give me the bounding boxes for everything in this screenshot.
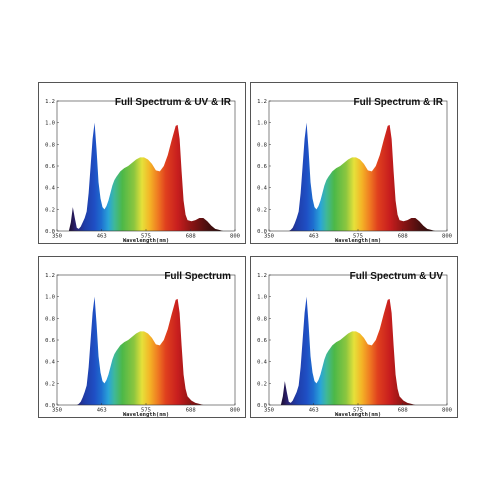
chart-title: Full Spectrum & IR	[354, 97, 444, 108]
spectrum-chart: 0.0 0.2 0.4 0.6 0.8 1.0 1.2 350 463 575 688 800 Wave…	[257, 97, 452, 243]
y-tick-label: 0.8	[45, 142, 55, 148]
x-tick-label: 575	[141, 408, 151, 414]
spectrum-area	[280, 296, 420, 405]
y-tick-label: 0.6	[257, 164, 267, 170]
y-tick-label: 0.0	[257, 229, 267, 235]
y-tick-label: 1.2	[257, 273, 267, 279]
y-tick-label: 0.2	[45, 381, 55, 387]
x-tick-label: 688	[186, 408, 196, 414]
x-axis-label: Wavelength(nm)	[123, 238, 169, 243]
x-tick-label: 800	[230, 408, 240, 414]
chart-title: Full Spectrum & UV	[350, 271, 444, 282]
spectrum-chart: 0.0 0.2 0.4 0.6 0.8 1.0 1.2 350 463 575 688 800 Wave…	[45, 97, 240, 243]
spectrum-area	[68, 122, 228, 231]
x-axis-label: Wavelength(nm)	[123, 412, 169, 417]
chart-title: Full Spectrum	[164, 271, 231, 282]
spectrum-area	[288, 122, 440, 231]
x-tick-label: 463	[97, 408, 107, 414]
spectrum-chart: 0.0 0.2 0.4 0.6 0.8 1.0 1.2 350 463 575 688 800 Wave…	[45, 271, 240, 417]
chart-panel-full-spectrum-uv: 0.0 0.2 0.4 0.6 0.8 1.0 1.2 350 463 575 688 800 Wave…	[250, 256, 458, 418]
y-tick-label: 1.2	[257, 99, 267, 105]
x-tick-label: 800	[230, 234, 240, 240]
y-tick-label: 0.0	[45, 229, 55, 235]
chart-panel-full-spectrum-uv-ir: 0.0 0.2 0.4 0.6 0.8 1.0 1.2 350 463 575 688 800 Wave…	[38, 82, 246, 244]
y-tick-label: 0.2	[257, 381, 267, 387]
x-tick-label: 688	[398, 234, 408, 240]
x-tick-label: 688	[398, 408, 408, 414]
y-tick-label: 0.6	[257, 338, 267, 344]
x-tick-label: 800	[442, 408, 452, 414]
x-tick-label: 350	[264, 234, 274, 240]
y-tick-label: 0.2	[257, 207, 267, 213]
y-tick-label: 1.0	[45, 121, 55, 127]
x-tick-label: 350	[52, 234, 62, 240]
x-tick-label: 463	[309, 408, 319, 414]
y-tick-label: 0.6	[45, 338, 55, 344]
y-tick-label: 0.4	[45, 186, 56, 192]
x-axis-label: Wavelength(nm)	[335, 412, 381, 417]
y-tick-label: 0.6	[45, 164, 55, 170]
y-tick-label: 1.0	[257, 295, 267, 301]
y-tick-label: 0.4	[45, 360, 56, 366]
y-tick-label: 1.2	[45, 273, 55, 279]
x-tick-label: 575	[353, 234, 363, 240]
chart-panel-full-spectrum: 0.0 0.2 0.4 0.6 0.8 1.0 1.2 350 463 575 688 800 Wave…	[38, 256, 246, 418]
chart-title: Full Spectrum & UV & IR	[115, 97, 232, 108]
y-tick-label: 0.4	[257, 360, 268, 366]
x-tick-label: 350	[264, 408, 274, 414]
y-tick-label: 1.0	[45, 295, 55, 301]
x-tick-label: 575	[141, 234, 151, 240]
y-tick-label: 0.4	[257, 186, 268, 192]
y-tick-label: 0.0	[257, 403, 267, 409]
y-tick-label: 0.8	[257, 316, 267, 322]
x-tick-label: 350	[52, 408, 62, 414]
x-tick-label: 463	[97, 234, 107, 240]
y-tick-label: 0.8	[45, 316, 55, 322]
x-tick-label: 800	[442, 234, 452, 240]
x-tick-label: 575	[353, 408, 363, 414]
x-tick-label: 688	[186, 234, 196, 240]
y-tick-label: 0.2	[45, 207, 55, 213]
x-axis-label: Wavelength(nm)	[335, 238, 381, 243]
spectrum-chart: 0.0 0.2 0.4 0.6 0.8 1.0 1.2 350 463 575 688 800 Wave…	[257, 271, 452, 417]
y-tick-label: 1.0	[257, 121, 267, 127]
y-tick-label: 0.0	[45, 403, 55, 409]
x-tick-label: 463	[309, 234, 319, 240]
y-tick-label: 0.8	[257, 142, 267, 148]
y-tick-label: 1.2	[45, 99, 55, 105]
chart-panel-full-spectrum-ir: 0.0 0.2 0.4 0.6 0.8 1.0 1.2 350 463 575 688 800 Wave…	[250, 82, 458, 244]
spectrum-area	[76, 296, 216, 405]
